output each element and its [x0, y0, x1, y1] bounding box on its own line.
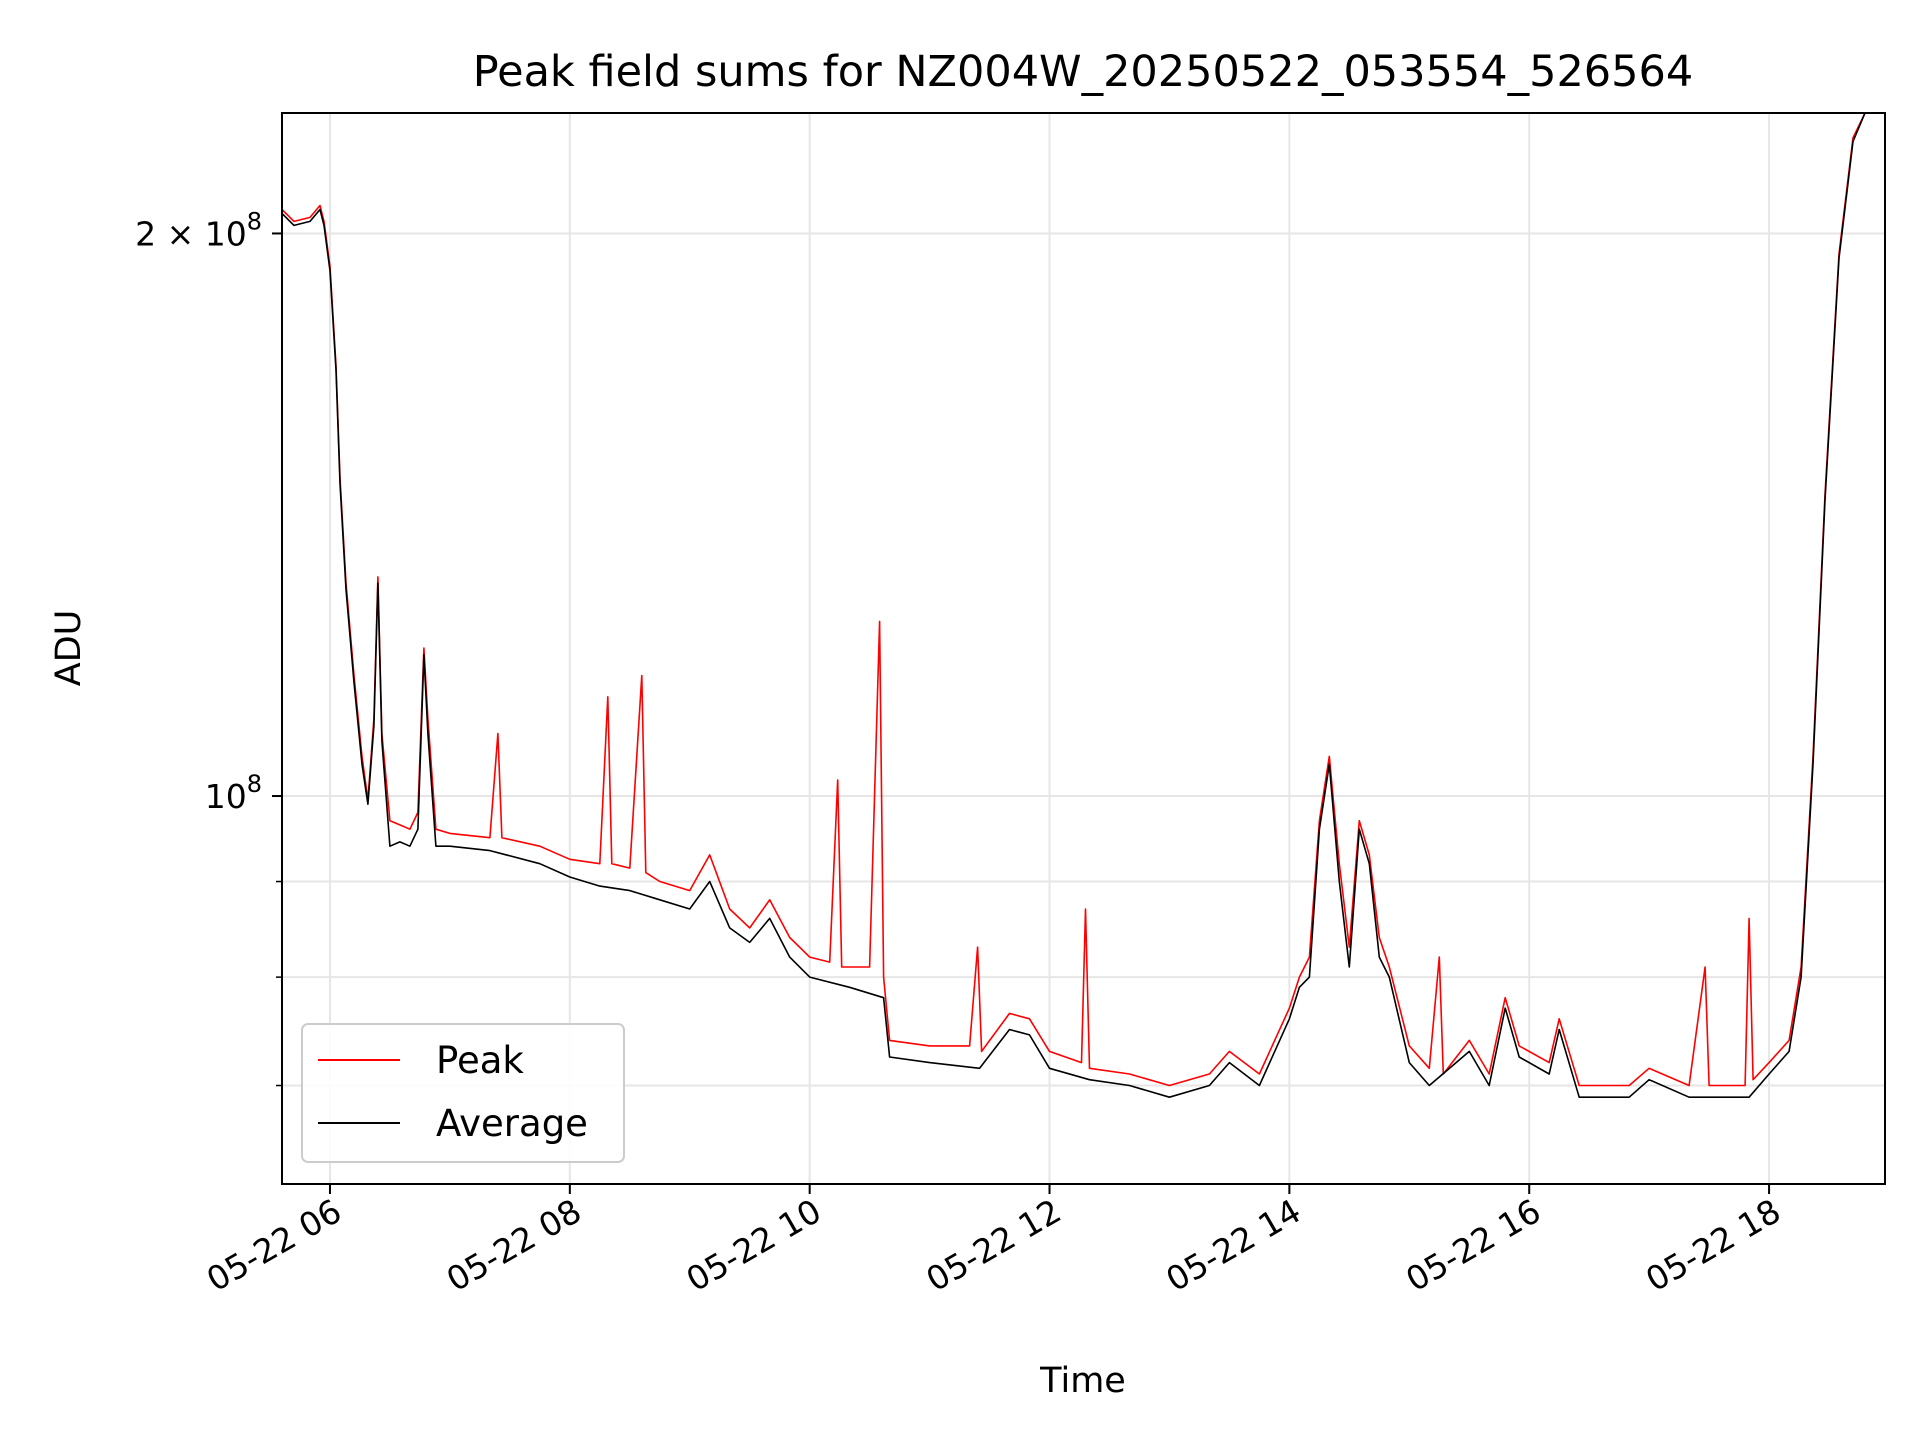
- y-axis-label: ADU: [49, 610, 89, 687]
- plot-frame: [281, 112, 1886, 1185]
- chart-title: Peak field sums for NZ004W_20250522_0535…: [473, 47, 1694, 97]
- x-axis-label: Time: [1039, 1361, 1126, 1401]
- y-tick-label: 2 × 108: [135, 207, 262, 253]
- legend: Peak Average: [301, 1023, 625, 1163]
- y-axis-ticks: 108 2 × 108: [135, 207, 282, 1087]
- legend-box: [301, 1023, 625, 1163]
- series-line-peak: [281, 112, 1885, 1087]
- series-layer: [281, 112, 1885, 1098]
- series-line-average: [281, 112, 1885, 1098]
- legend-label-average: Average: [436, 1102, 588, 1145]
- legend-label-peak: Peak: [436, 1039, 524, 1082]
- y-tick-label: 108: [205, 770, 262, 816]
